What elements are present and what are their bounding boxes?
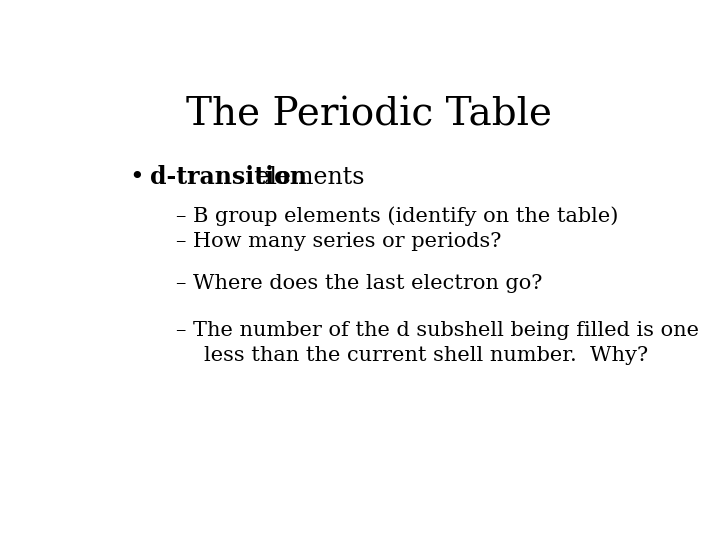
Text: – How many series or periods?: – How many series or periods? <box>176 232 502 251</box>
Text: d-transition: d-transition <box>150 165 307 189</box>
Text: less than the current shell number.  Why?: less than the current shell number. Why? <box>204 346 649 366</box>
Text: The Periodic Table: The Periodic Table <box>186 96 552 133</box>
Text: – The number of the d subshell being filled is one: – The number of the d subshell being fil… <box>176 321 700 340</box>
Text: •: • <box>129 166 144 188</box>
Text: – Where does the last electron go?: – Where does the last electron go? <box>176 274 543 293</box>
Text: elements: elements <box>248 166 364 188</box>
Text: – B group elements (identify on the table): – B group elements (identify on the tabl… <box>176 207 619 226</box>
